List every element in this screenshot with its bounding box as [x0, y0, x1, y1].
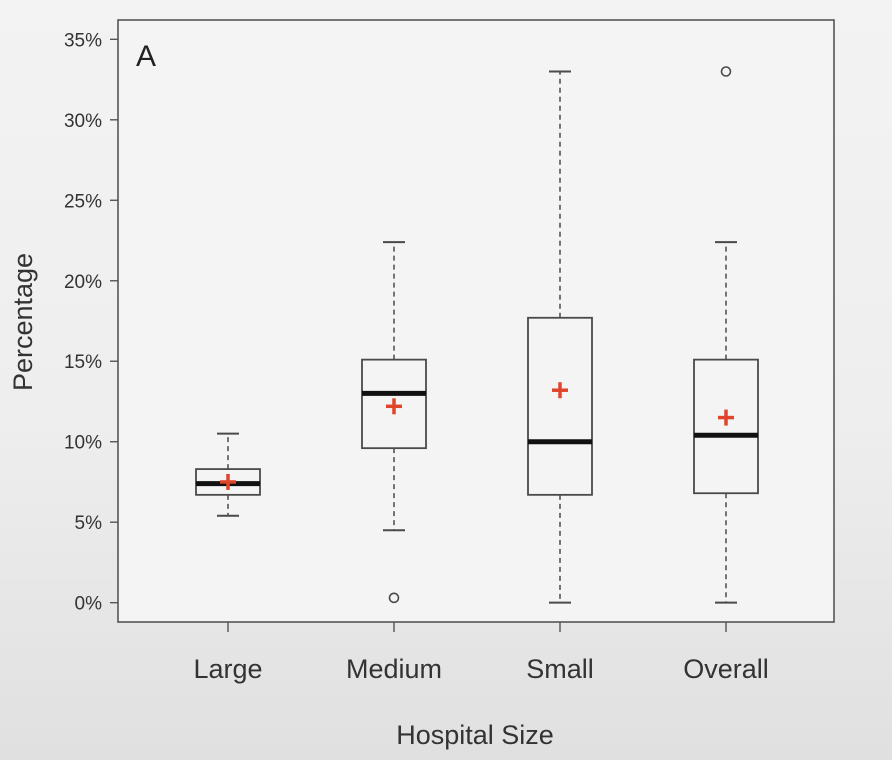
- mean-marker: [386, 398, 402, 415]
- box-large: [195, 432, 261, 517]
- y-tick-label: 35%: [64, 30, 102, 51]
- mean-marker: [552, 382, 568, 399]
- y-tick-label: 10%: [64, 433, 102, 454]
- x-axis: Large Medium Small Overall: [193, 622, 769, 684]
- x-axis-label: Hospital Size: [396, 720, 554, 750]
- plot-area: [117, 19, 835, 623]
- box-small: [527, 70, 593, 604]
- boxes-group: [195, 66, 759, 604]
- y-tick-label: 5%: [75, 513, 103, 534]
- y-tick-label: 25%: [64, 191, 102, 212]
- y-axis-label: Percentage: [8, 253, 38, 391]
- x-tick-label: Overall: [683, 654, 769, 684]
- outlier-point: [720, 66, 732, 77]
- box-overall: [693, 66, 759, 604]
- mean-marker: [220, 473, 236, 490]
- iqr-box: [361, 358, 427, 450]
- outlier-point: [388, 592, 400, 604]
- x-tick-label: Small: [526, 654, 594, 684]
- y-tick-label: 15%: [64, 352, 102, 373]
- y-tick-label: 30%: [64, 111, 102, 132]
- y-axis: 0% 5% 10% 15% 20% 25% 30% 35%: [64, 30, 118, 615]
- mean-marker: [718, 409, 734, 426]
- y-tick-label: 20%: [64, 272, 102, 293]
- x-tick-label: Large: [193, 654, 262, 684]
- box-medium: [361, 241, 427, 604]
- iqr-box: [527, 316, 593, 496]
- iqr-box: [693, 358, 759, 495]
- x-tick-label: Medium: [346, 654, 442, 684]
- panel-label: A: [136, 40, 156, 73]
- y-tick-label: 0%: [75, 594, 103, 615]
